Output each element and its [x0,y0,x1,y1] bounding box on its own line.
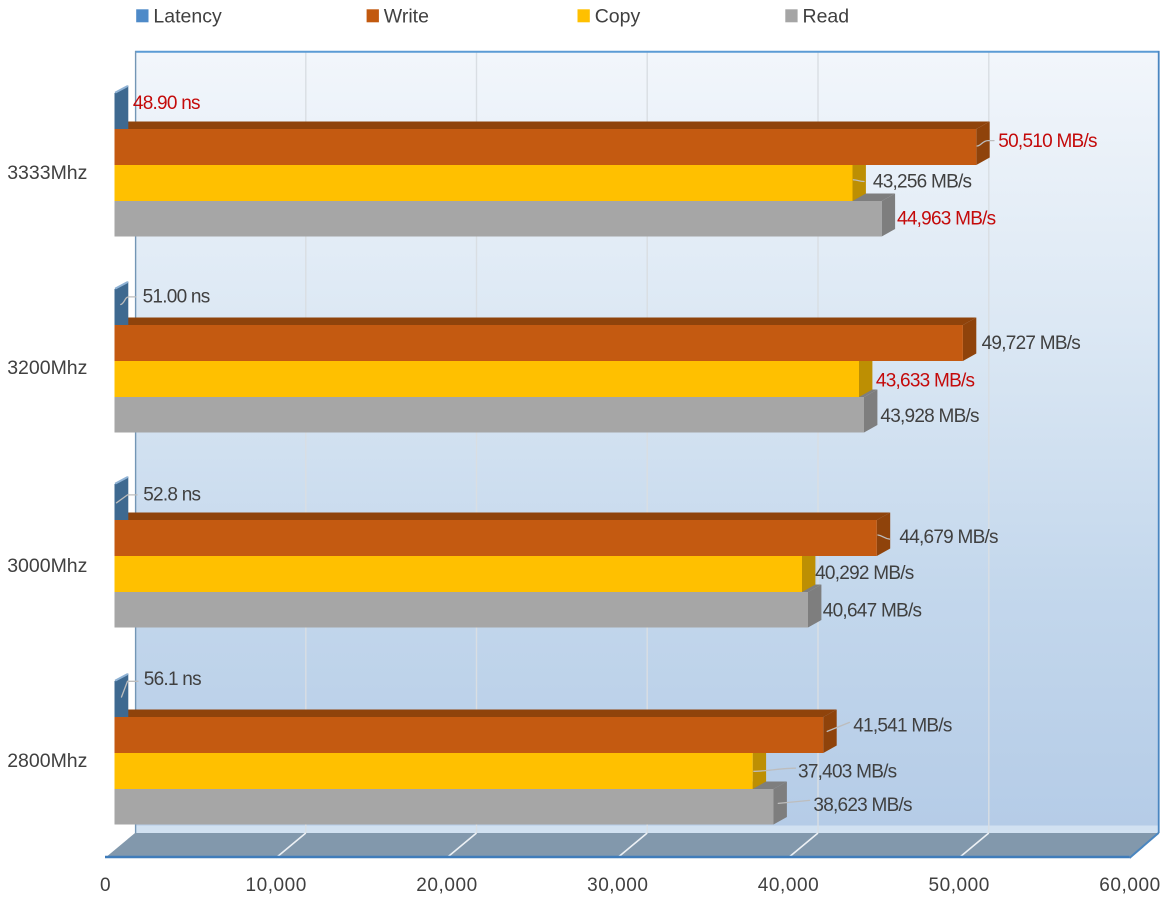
svg-text:2800Mhz: 2800Mhz [7,750,87,772]
svg-text:50,510 MB/s: 50,510 MB/s [998,131,1097,152]
svg-text:43,633 MB/s: 43,633 MB/s [876,371,975,392]
svg-text:40,647 MB/s: 40,647 MB/s [823,601,922,622]
svg-text:0: 0 [100,875,111,896]
svg-text:20,000: 20,000 [416,875,477,896]
svg-text:40,000: 40,000 [758,875,819,896]
svg-text:43,928 MB/s: 43,928 MB/s [880,406,979,427]
svg-text:3000Mhz: 3000Mhz [7,555,87,577]
svg-text:10,000: 10,000 [245,875,306,896]
svg-text:41,541 MB/s: 41,541 MB/s [853,716,952,737]
svg-text:38,623 MB/s: 38,623 MB/s [813,795,912,816]
svg-text:Read: Read [803,5,850,27]
svg-text:Latency: Latency [153,5,222,27]
svg-text:49,727 MB/s: 49,727 MB/s [982,333,1081,354]
svg-text:56.1 ns: 56.1 ns [144,669,201,690]
svg-text:Write: Write [384,5,429,27]
svg-text:30,000: 30,000 [587,875,648,896]
svg-text:51.00 ns: 51.00 ns [143,286,210,307]
svg-text:50,000: 50,000 [928,875,989,896]
svg-text:44,679 MB/s: 44,679 MB/s [899,527,998,548]
svg-text:48.90 ns: 48.90 ns [133,93,200,114]
svg-text:43,256 MB/s: 43,256 MB/s [873,172,972,193]
svg-text:37,403 MB/s: 37,403 MB/s [798,762,897,783]
svg-text:52.8 ns: 52.8 ns [143,484,200,505]
svg-text:Copy: Copy [595,5,641,27]
svg-text:44,963 MB/s: 44,963 MB/s [897,208,996,229]
svg-text:3200Mhz: 3200Mhz [7,357,87,379]
svg-text:3333Mhz: 3333Mhz [7,162,87,184]
svg-text:60,000: 60,000 [1099,875,1160,896]
svg-text:40,292 MB/s: 40,292 MB/s [815,563,914,584]
